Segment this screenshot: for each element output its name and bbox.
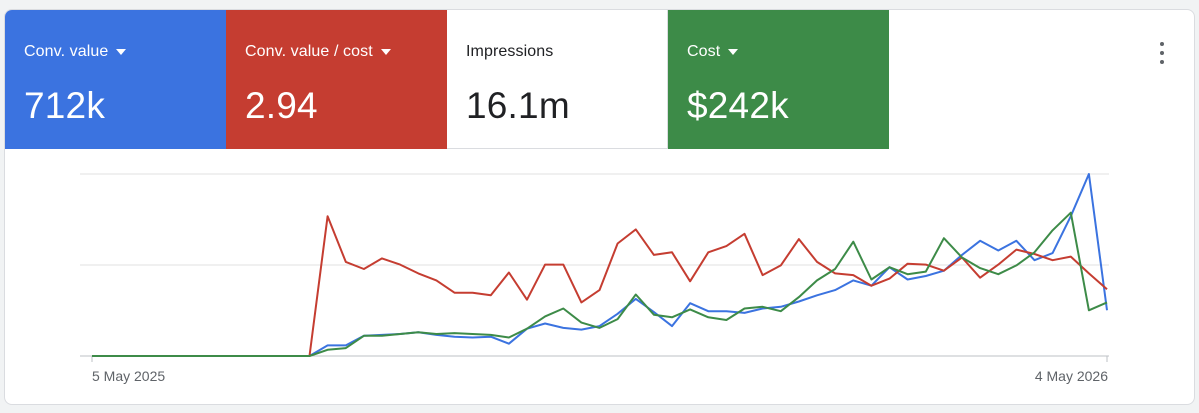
dropdown-arrow-icon[interactable] [728, 49, 739, 55]
metric-value: 712k [24, 85, 106, 126]
metric-tile-cost[interactable]: Cost $242k [668, 10, 889, 149]
metric-header: Conv. value / cost [245, 42, 447, 62]
series-line-2 [92, 211, 1108, 357]
x-tick-label: 4 May 2026 [1035, 368, 1108, 384]
metric-header: Conv. value [24, 42, 226, 62]
metric-header: Cost [687, 42, 889, 62]
dropdown-arrow-icon[interactable] [116, 49, 127, 55]
more-dot [1160, 42, 1164, 46]
metric-tile-impressions[interactable]: Impressions 16.1m [447, 10, 668, 149]
metric-tile-conv-value-cost[interactable]: Conv. value / cost 2.94 [226, 10, 447, 149]
metric-value: 2.94 [245, 85, 318, 126]
metric-label: Conv. value [24, 43, 109, 60]
x-tick-label: 5 May 2025 [92, 368, 165, 384]
more-dot [1160, 60, 1164, 64]
more-vert-icon[interactable] [1156, 40, 1168, 66]
metric-label: Conv. value / cost [245, 43, 373, 60]
performance-card: 5 May 2025 4 May 2026 Conv. value 712k Co… [4, 9, 1195, 405]
metric-header: Impressions [466, 42, 667, 62]
line-chart: 5 May 2025 4 May 2026 [80, 173, 1109, 384]
metric-label: Impressions [466, 43, 554, 60]
metric-tile-conv-value[interactable]: Conv. value 712k [5, 10, 226, 149]
metric-label: Cost [687, 43, 721, 60]
metric-tiles: Conv. value 712k Conv. value / cost 2.94… [5, 10, 889, 149]
metric-value: 16.1m [466, 85, 570, 126]
metric-value: $242k [687, 85, 789, 126]
more-dot [1160, 51, 1164, 55]
dropdown-arrow-icon[interactable] [380, 49, 391, 55]
series-line-1 [92, 215, 1108, 357]
